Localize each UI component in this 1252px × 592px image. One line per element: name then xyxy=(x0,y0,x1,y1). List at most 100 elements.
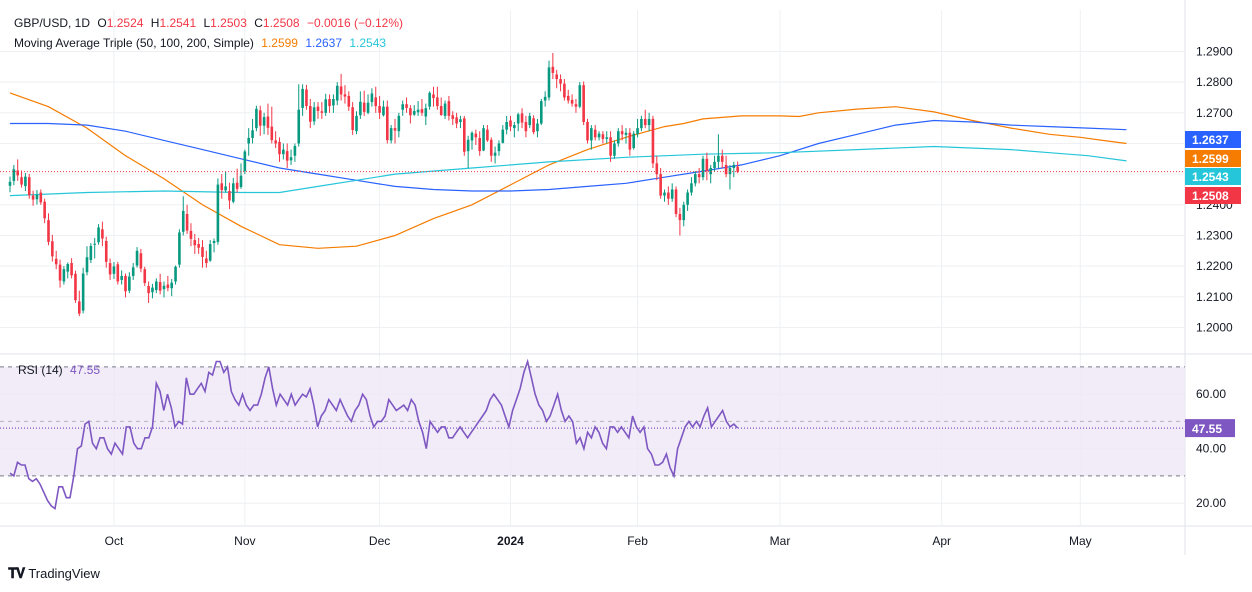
candle-body xyxy=(332,99,335,106)
tradingview-logo[interactable]: 𝐓𝐕 TradingView xyxy=(8,565,100,582)
candle-body xyxy=(663,192,666,196)
candle xyxy=(220,174,224,199)
candle-body xyxy=(197,244,200,248)
candle-body xyxy=(270,126,274,141)
candle-body xyxy=(162,285,166,290)
candle xyxy=(205,250,208,268)
candle-body xyxy=(120,275,123,280)
candle-body xyxy=(335,85,339,101)
candle-body xyxy=(70,263,73,276)
candle-body xyxy=(12,169,16,181)
candle-body xyxy=(717,155,720,162)
candle-body xyxy=(93,243,96,245)
rsi-line xyxy=(9,358,739,511)
candle-body xyxy=(559,79,562,84)
candle-body xyxy=(185,214,189,231)
candle-body xyxy=(104,240,108,262)
candle-body xyxy=(85,257,89,273)
candle xyxy=(43,198,46,224)
candle xyxy=(540,99,543,126)
ma100-value: 1.2637 xyxy=(305,36,343,50)
candle xyxy=(85,246,89,276)
candle-body xyxy=(31,195,35,200)
change-value: −0.0016 (−0.12%) xyxy=(306,16,404,30)
candle xyxy=(309,99,312,129)
ma-line-ma200 xyxy=(9,145,1127,197)
candle-body xyxy=(597,133,601,138)
candle xyxy=(632,131,635,150)
price-axis-tag-close xyxy=(1185,187,1241,204)
candle-body xyxy=(224,186,227,191)
candle-body xyxy=(366,102,370,113)
candle xyxy=(651,115,655,168)
candle xyxy=(170,279,173,297)
candle-body xyxy=(455,117,458,124)
candle xyxy=(624,128,628,144)
candle-body xyxy=(428,92,431,107)
candle xyxy=(374,86,378,113)
candle xyxy=(12,164,16,186)
candle xyxy=(305,84,308,110)
low-label: L xyxy=(203,16,211,30)
time-tick-label: Mar xyxy=(770,534,791,548)
candle xyxy=(609,131,612,162)
candle-body xyxy=(694,174,697,184)
candle xyxy=(189,223,193,247)
candle xyxy=(124,273,127,298)
candle-body xyxy=(566,95,570,101)
candle xyxy=(678,207,682,236)
candle-body xyxy=(20,177,23,185)
candle xyxy=(16,159,19,181)
candle-body xyxy=(617,131,620,144)
candle xyxy=(470,131,474,150)
candle-body xyxy=(8,181,12,186)
candle-body xyxy=(170,282,173,289)
candle xyxy=(178,229,181,268)
candle xyxy=(590,125,593,150)
candle-body xyxy=(578,85,582,107)
candle xyxy=(386,100,389,144)
candle-body xyxy=(582,85,585,122)
candle-body xyxy=(432,94,435,99)
candle-body xyxy=(74,273,77,301)
candle-body xyxy=(166,284,170,288)
candle xyxy=(659,168,662,199)
candle-body xyxy=(370,93,374,103)
candle xyxy=(262,112,266,135)
time-tick-label: 2024 xyxy=(497,534,524,548)
candle-body xyxy=(509,120,512,127)
candle xyxy=(362,90,366,116)
candle xyxy=(528,112,532,129)
candle-body xyxy=(220,183,224,191)
candle-body xyxy=(81,273,85,311)
candle-body xyxy=(632,133,635,149)
candle-body xyxy=(359,101,362,116)
price-tick-label: 1.2700 xyxy=(1196,106,1233,120)
candle xyxy=(551,53,555,80)
candle xyxy=(524,115,528,138)
candle xyxy=(8,176,12,193)
candle-body xyxy=(266,116,270,128)
candle xyxy=(162,281,166,298)
candle-body xyxy=(459,119,462,122)
candle-body xyxy=(135,250,139,266)
candle xyxy=(670,183,674,202)
rsi-tick-label: 60.00 xyxy=(1196,387,1226,401)
candle xyxy=(232,177,235,204)
candle xyxy=(285,143,289,168)
candle-body xyxy=(247,137,250,144)
candle-body xyxy=(724,164,728,175)
candle-body xyxy=(16,170,19,176)
price-legend: GBP/USD, 1D O1.2524 H1.2541 L1.2503 C1.2… xyxy=(14,15,407,31)
candle xyxy=(58,259,62,288)
candle-body xyxy=(393,128,397,131)
candle xyxy=(451,111,455,126)
candle xyxy=(101,221,104,247)
brand-name: TradingView xyxy=(28,566,100,581)
price-axis-tag-text: 1.2637 xyxy=(1192,133,1229,147)
candle xyxy=(128,272,131,294)
candle xyxy=(378,95,381,119)
candle-body xyxy=(405,104,408,108)
candle-body xyxy=(439,106,443,115)
